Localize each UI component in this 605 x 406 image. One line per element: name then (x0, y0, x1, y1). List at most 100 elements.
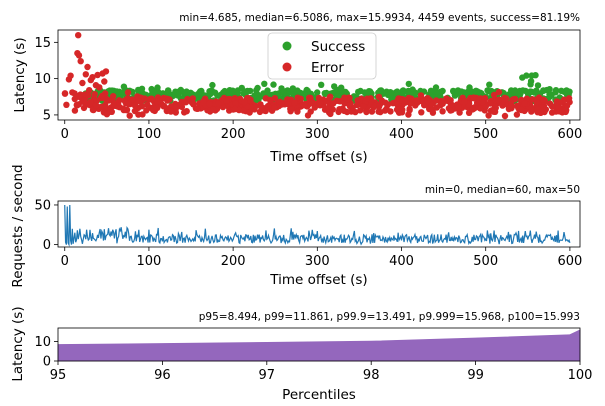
error-point (81, 100, 89, 107)
error-point (528, 107, 535, 114)
success-point (486, 81, 493, 88)
stats-annotation: min=0, median=60, max=50 (425, 184, 580, 196)
error-point (548, 109, 556, 116)
error-point (89, 106, 97, 114)
error-point (326, 94, 333, 102)
error-point (101, 78, 108, 85)
error-point (418, 109, 425, 116)
error-point (294, 108, 301, 115)
success-point (321, 90, 328, 97)
error-point (231, 105, 239, 113)
error-point (363, 95, 371, 102)
error-point (406, 107, 413, 114)
plot-frame (57, 327, 581, 362)
success-point (261, 80, 268, 88)
error-point (71, 107, 79, 114)
error-point (548, 103, 556, 110)
x-tick-label: 99 (467, 368, 484, 383)
scatter-points (61, 32, 573, 120)
error-point (304, 112, 312, 119)
error-point (439, 100, 446, 107)
legend-marker-success (282, 41, 292, 51)
success-point (113, 88, 121, 95)
success-point (540, 87, 547, 94)
error-point (120, 105, 127, 112)
plot-frame (57, 200, 581, 248)
x-tick-label: 97 (259, 368, 276, 383)
success-point (254, 91, 261, 98)
error-point (305, 94, 313, 102)
error-point (271, 104, 278, 111)
error-point (439, 108, 446, 115)
x-tick-label: 600 (557, 254, 582, 269)
error-point (271, 95, 279, 102)
error-point (394, 106, 402, 114)
success-point (517, 90, 524, 97)
error-point (485, 112, 492, 119)
error-point (360, 103, 367, 110)
error-point (86, 87, 93, 94)
error-point (401, 96, 409, 104)
success-point (280, 88, 287, 95)
error-point (89, 74, 96, 81)
success-point (176, 88, 183, 95)
error-point (495, 96, 502, 104)
x-tick-label: 600 (557, 127, 582, 142)
error-point (521, 100, 528, 107)
error-point (455, 103, 462, 111)
error-point (346, 102, 353, 109)
error-point (96, 84, 103, 91)
error-point (284, 100, 292, 108)
error-point (495, 88, 503, 96)
stats-annotation: min=4.685, median=6.5086, max=15.9934, 4… (179, 12, 580, 24)
success-point (164, 87, 172, 94)
legend-label-success: Success (311, 39, 365, 55)
y-ticks: 5 10 15 (34, 36, 58, 123)
error-point (148, 95, 155, 102)
error-point (370, 103, 377, 111)
error-point (381, 107, 389, 114)
error-point (74, 93, 82, 100)
y-axis-label: Latency (s) (10, 306, 26, 381)
error-point (487, 100, 494, 107)
error-point (565, 95, 573, 102)
error-point (294, 94, 301, 101)
success-point (362, 89, 370, 97)
error-point (124, 89, 132, 96)
error-point (97, 103, 105, 111)
error-point (330, 100, 337, 107)
y-tick-label: 10 (34, 72, 51, 87)
error-point (433, 97, 440, 104)
x-ticks: 95 96 97 98 99 100 (50, 361, 592, 383)
error-point (384, 101, 392, 108)
error-point (266, 96, 274, 104)
error-point (143, 107, 150, 114)
legend: Success Error (267, 32, 377, 80)
success-point (214, 92, 221, 99)
error-point (479, 99, 486, 106)
success-point (270, 81, 277, 88)
error-point (92, 102, 100, 109)
y-axis-label: Latency (s) (12, 37, 28, 112)
error-point (336, 98, 344, 105)
latency-percentile-panel: 95 96 97 98 99 100 010 Percentiles Latency (s… (10, 306, 592, 403)
success-point (225, 90, 233, 97)
x-tick-label: 200 (221, 127, 246, 142)
error-point (102, 68, 110, 75)
error-point (470, 94, 477, 101)
success-point (411, 91, 419, 98)
error-point (84, 63, 91, 71)
error-point (559, 109, 566, 116)
success-point (527, 78, 535, 85)
x-tick-label: 400 (389, 127, 414, 142)
y-ticks: 010 (34, 335, 58, 370)
plot-frame (57, 29, 581, 121)
error-point (241, 99, 248, 106)
error-point (556, 99, 563, 106)
y-tick-label: 10 (34, 335, 51, 350)
error-point (315, 94, 323, 102)
error-point (181, 109, 188, 116)
x-tick-label: 100 (137, 254, 162, 269)
x-tick-label: 98 (363, 368, 380, 383)
